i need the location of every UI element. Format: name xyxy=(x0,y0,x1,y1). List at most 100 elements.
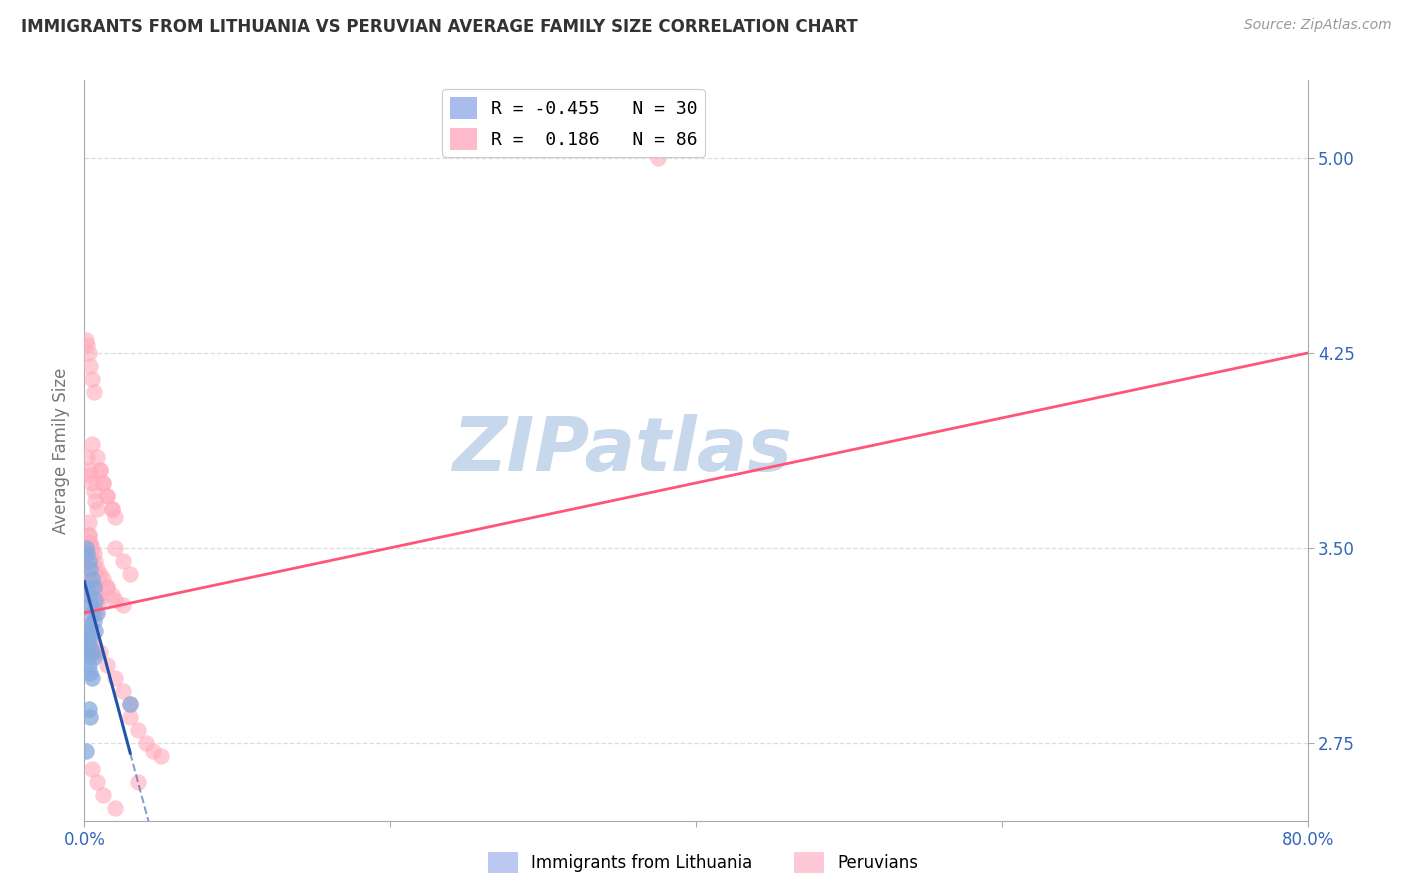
Point xyxy=(96,580,118,594)
Point xyxy=(77,632,100,646)
Point xyxy=(77,515,100,529)
Point xyxy=(77,346,100,360)
Point xyxy=(83,566,105,581)
Text: Source: ZipAtlas.com: Source: ZipAtlas.com xyxy=(1244,18,1392,32)
Point xyxy=(77,702,100,716)
Point xyxy=(77,554,100,568)
Point xyxy=(79,566,101,581)
Text: ZIPatlas: ZIPatlas xyxy=(453,414,793,487)
Point xyxy=(79,535,101,549)
Point xyxy=(91,475,114,490)
Point xyxy=(91,475,114,490)
Point xyxy=(80,475,103,490)
Point xyxy=(83,546,105,560)
Point xyxy=(83,640,105,654)
Point xyxy=(79,624,101,638)
Point xyxy=(142,743,165,757)
Point xyxy=(83,580,105,594)
Point xyxy=(80,632,103,646)
Point xyxy=(104,800,127,814)
Point xyxy=(96,489,118,503)
Point xyxy=(120,566,142,581)
Legend: R = -0.455   N = 30, R =  0.186   N = 86: R = -0.455 N = 30, R = 0.186 N = 86 xyxy=(443,89,704,157)
Y-axis label: Average Family Size: Average Family Size xyxy=(52,368,70,533)
Point xyxy=(111,598,134,612)
Point xyxy=(79,665,101,680)
Point xyxy=(75,541,97,555)
Point xyxy=(77,562,100,576)
Point xyxy=(104,509,127,524)
Point xyxy=(83,483,105,498)
Point xyxy=(104,592,127,607)
Point xyxy=(79,359,101,373)
Point xyxy=(91,572,114,586)
Legend: Immigrants from Lithuania, Peruvians: Immigrants from Lithuania, Peruvians xyxy=(481,846,925,880)
Point xyxy=(80,671,103,685)
Point xyxy=(80,541,103,555)
Point xyxy=(76,580,98,594)
Point xyxy=(86,774,108,789)
Point xyxy=(86,450,108,464)
Point xyxy=(84,494,107,508)
Point xyxy=(76,572,98,586)
Point xyxy=(80,645,103,659)
Point xyxy=(104,671,127,685)
Point xyxy=(101,502,124,516)
Point xyxy=(89,566,111,581)
Point xyxy=(80,572,103,586)
Point xyxy=(149,748,172,763)
Point xyxy=(75,566,97,581)
Point xyxy=(76,546,98,560)
Point xyxy=(80,592,103,607)
Point xyxy=(77,619,100,633)
Point xyxy=(76,338,98,352)
Text: IMMIGRANTS FROM LITHUANIA VS PERUVIAN AVERAGE FAMILY SIZE CORRELATION CHART: IMMIGRANTS FROM LITHUANIA VS PERUVIAN AV… xyxy=(21,18,858,36)
Point xyxy=(84,606,107,620)
Point xyxy=(77,580,100,594)
Point xyxy=(120,710,142,724)
Point xyxy=(79,640,101,654)
Point xyxy=(76,650,98,665)
Point xyxy=(75,619,97,633)
Point xyxy=(86,592,108,607)
Point xyxy=(77,528,100,542)
Point xyxy=(84,645,107,659)
Point xyxy=(89,592,111,607)
Point xyxy=(79,588,101,602)
Point xyxy=(75,645,97,659)
Point xyxy=(83,650,105,665)
Point xyxy=(75,743,97,757)
Point xyxy=(83,614,105,628)
Point xyxy=(647,151,669,165)
Point xyxy=(86,592,108,607)
Point xyxy=(76,624,98,638)
Point xyxy=(80,437,103,451)
Point xyxy=(91,788,114,802)
Point xyxy=(75,541,97,555)
Point xyxy=(77,528,100,542)
Point xyxy=(80,554,103,568)
Point xyxy=(101,588,124,602)
Point xyxy=(127,723,149,737)
Point xyxy=(96,657,118,672)
Point xyxy=(120,697,142,711)
Point xyxy=(84,554,107,568)
Point xyxy=(96,580,118,594)
Point xyxy=(84,624,107,638)
Point xyxy=(79,598,101,612)
Point xyxy=(80,606,103,620)
Point xyxy=(83,580,105,594)
Point xyxy=(80,372,103,386)
Point xyxy=(77,657,100,672)
Point xyxy=(79,535,101,549)
Point xyxy=(84,585,107,599)
Point xyxy=(86,562,108,576)
Point xyxy=(76,554,98,568)
Point xyxy=(75,333,97,347)
Point xyxy=(89,463,111,477)
Point xyxy=(86,606,108,620)
Point xyxy=(89,463,111,477)
Point xyxy=(127,774,149,789)
Point xyxy=(101,502,124,516)
Point xyxy=(135,736,157,750)
